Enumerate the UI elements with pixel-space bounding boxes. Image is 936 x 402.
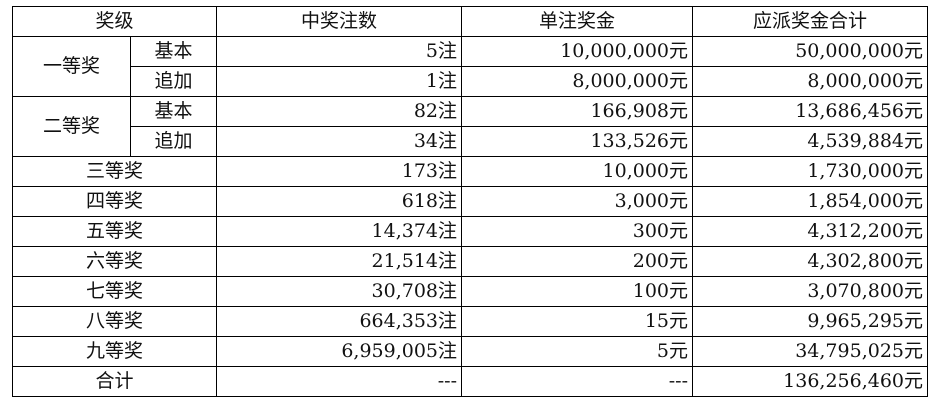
level-cell: 二等奖 bbox=[12, 96, 131, 157]
unit-prize-cell: 166,908元 bbox=[461, 96, 694, 127]
winners-cell: 30,708注 bbox=[216, 276, 463, 307]
unit-prize-cell: 3,000元 bbox=[461, 186, 694, 217]
table-row: 三等奖 173注 10,000元 1,730,000元 bbox=[11, 156, 929, 187]
grand-total-cell: 136,256,460元 bbox=[692, 366, 929, 397]
winners-cell: 5注 bbox=[216, 36, 463, 67]
total-cell: 9,965,295元 bbox=[692, 306, 929, 337]
header-winners: 中奖注数 bbox=[216, 6, 463, 37]
unit-prize-cell: 200元 bbox=[461, 246, 694, 277]
winners-cell: 618注 bbox=[216, 186, 463, 217]
table-row: 九等奖 6,959,005注 5元 34,795,025元 bbox=[11, 336, 929, 367]
total-label-cell: 合计 bbox=[11, 366, 218, 397]
unit-prize-cell: 300元 bbox=[461, 216, 694, 247]
sub-level-cell: 追加 bbox=[129, 126, 218, 157]
unit-prize-cell: 100元 bbox=[461, 276, 694, 307]
table-row: 二等奖 基本 82注 166,908元 13,686,456元 bbox=[12, 96, 929, 157]
level-cell: 八等奖 bbox=[11, 306, 218, 337]
table-row: 追加 1注 8,000,000元 8,000,000元 bbox=[13, 66, 929, 97]
sub-level-cell: 追加 bbox=[129, 66, 218, 97]
total-cell: 34,795,025元 bbox=[692, 336, 929, 367]
winners-cell: --- bbox=[216, 366, 463, 397]
sub-level-cell: 基本 bbox=[129, 36, 218, 67]
winners-cell: 21,514注 bbox=[216, 246, 463, 277]
table-row: 四等奖 618注 3,000元 1,854,000元 bbox=[11, 186, 929, 217]
winners-cell: 14,374注 bbox=[216, 216, 463, 247]
winners-cell: 1注 bbox=[216, 66, 463, 97]
table-row: 五等奖 14,374注 300元 4,312,200元 bbox=[11, 216, 929, 247]
table-row: 追加 34注 133,526元 4,539,884元 bbox=[13, 126, 929, 157]
level-cell: 五等奖 bbox=[11, 216, 218, 247]
unit-prize-cell: 8,000,000元 bbox=[461, 66, 694, 97]
table-total-row: 合计 --- --- 136,256,460元 bbox=[11, 366, 929, 397]
winners-cell: 664,353注 bbox=[216, 306, 463, 337]
prize-table: 奖级 中奖注数 单注奖金 应派奖金合计 一等奖 基本 5注 10,000,000… bbox=[11, 6, 929, 397]
total-cell: 8,000,000元 bbox=[692, 66, 929, 97]
table-row: 一等奖 基本 5注 10,000,000元 50,000,000元 bbox=[12, 36, 929, 97]
level-cell: 九等奖 bbox=[11, 336, 218, 367]
total-cell: 1,730,000元 bbox=[692, 156, 929, 187]
unit-prize-cell: 5元 bbox=[461, 336, 694, 367]
total-cell: 1,854,000元 bbox=[692, 186, 929, 217]
total-cell: 4,302,800元 bbox=[692, 246, 929, 277]
total-cell: 4,312,200元 bbox=[692, 216, 929, 247]
header-total-payout: 应派奖金合计 bbox=[692, 6, 929, 37]
winners-cell: 173注 bbox=[216, 156, 463, 187]
winners-cell: 82注 bbox=[216, 96, 463, 127]
table-row: 六等奖 21,514注 200元 4,302,800元 bbox=[11, 246, 929, 277]
level-cell: 一等奖 bbox=[12, 36, 131, 97]
table-row: 七等奖 30,708注 100元 3,070,800元 bbox=[11, 276, 929, 307]
header-level: 奖级 bbox=[11, 6, 218, 37]
unit-prize-cell: 10,000元 bbox=[461, 156, 694, 187]
winners-cell: 34注 bbox=[216, 126, 463, 157]
total-cell: 3,070,800元 bbox=[692, 276, 929, 307]
unit-prize-cell: 10,000,000元 bbox=[461, 36, 694, 67]
level-cell: 六等奖 bbox=[11, 246, 218, 277]
total-cell: 50,000,000元 bbox=[692, 36, 929, 67]
winners-cell: 6,959,005注 bbox=[216, 336, 463, 367]
unit-prize-cell: 15元 bbox=[461, 306, 694, 337]
sub-level-cell: 基本 bbox=[129, 96, 218, 127]
level-cell: 四等奖 bbox=[11, 186, 218, 217]
total-cell: 4,539,884元 bbox=[692, 126, 929, 157]
total-cell: 13,686,456元 bbox=[692, 96, 929, 127]
table-row: 八等奖 664,353注 15元 9,965,295元 bbox=[11, 306, 929, 337]
unit-prize-cell: --- bbox=[461, 366, 694, 397]
level-cell: 七等奖 bbox=[11, 276, 218, 307]
level-cell: 三等奖 bbox=[11, 156, 218, 187]
header-unit-prize: 单注奖金 bbox=[461, 6, 694, 37]
table-header-row: 奖级 中奖注数 单注奖金 应派奖金合计 bbox=[11, 6, 929, 37]
unit-prize-cell: 133,526元 bbox=[461, 126, 694, 157]
